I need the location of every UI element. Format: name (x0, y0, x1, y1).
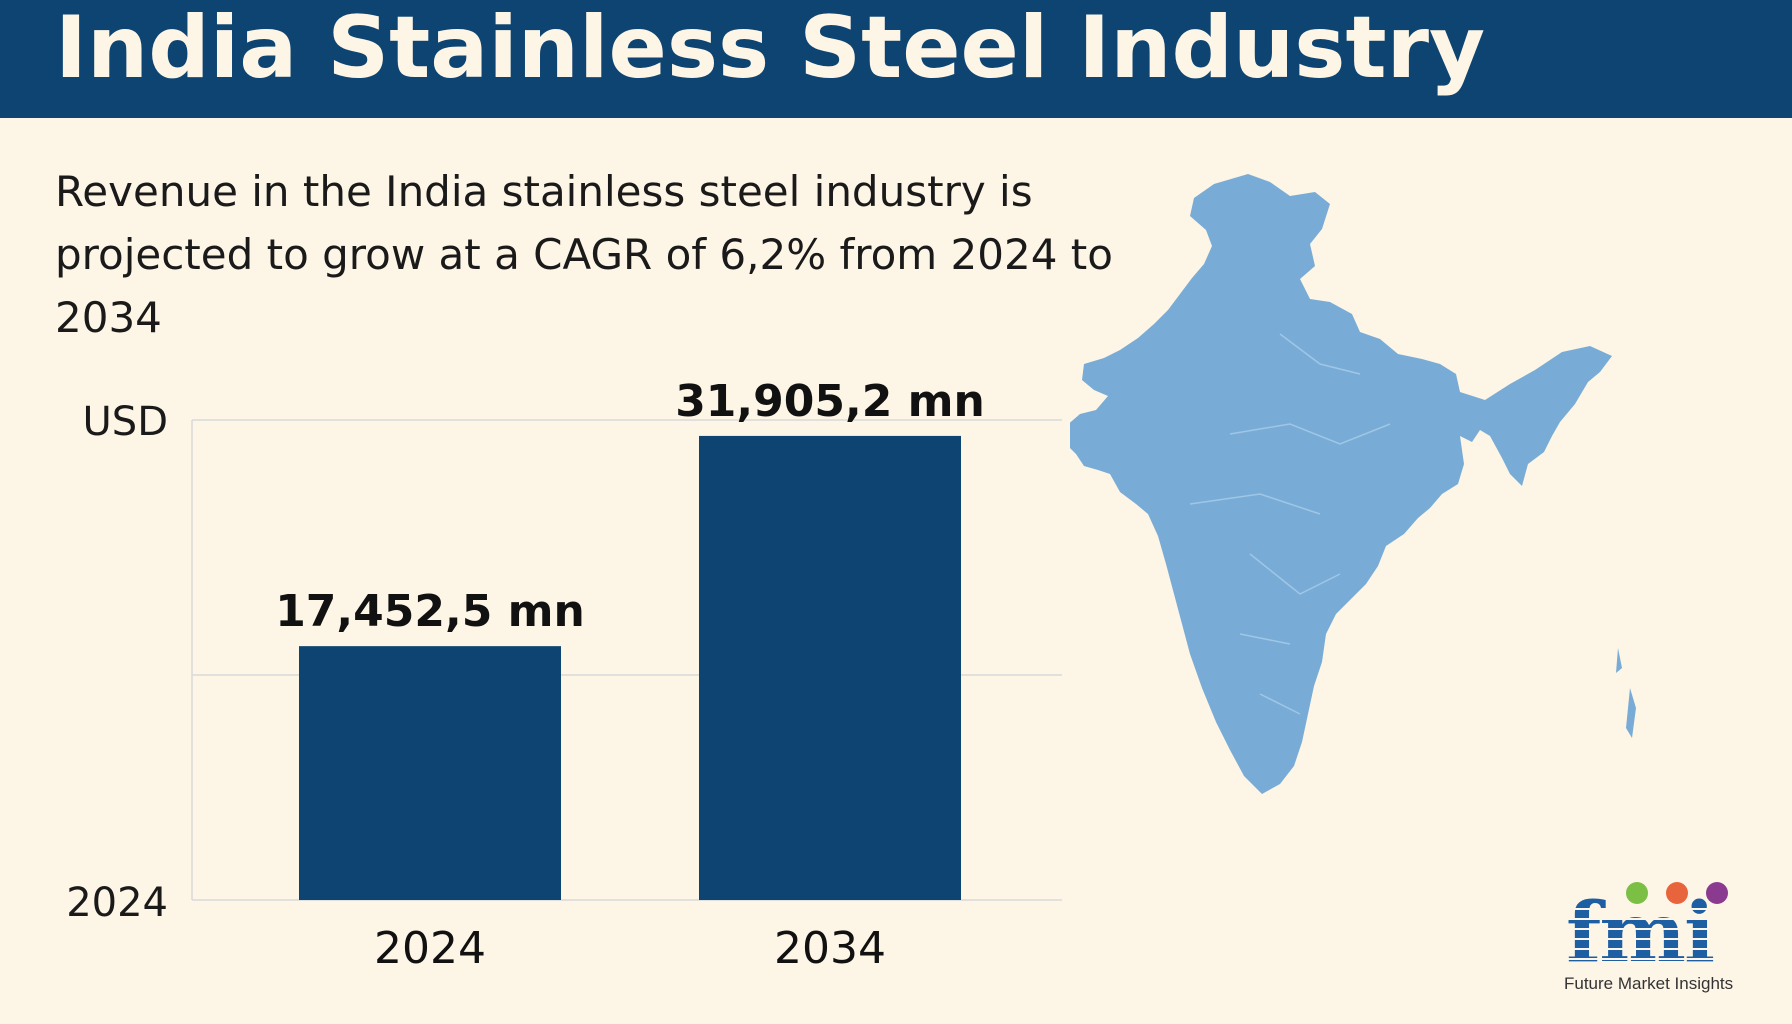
header-bar: India Stainless Steel Industry (0, 0, 1792, 118)
bar-2024 (299, 646, 561, 900)
x-tick-label-2034: 2034 (774, 923, 886, 974)
logo-dot-purple (1706, 882, 1728, 904)
data-label-2024: 17,452,5 mn (275, 586, 585, 637)
india-map-icon (1070, 174, 1636, 794)
x-tick-label-2024: 2024 (374, 923, 486, 974)
logo-dot-orange (1666, 882, 1688, 904)
y-axis-bottom-label: 2024 (66, 880, 168, 926)
page-title: India Stainless Steel Industry (55, 0, 1486, 98)
data-label-2034: 31,905,2 mn (675, 376, 985, 427)
fmi-logo: fmi Future Market Insights (1556, 882, 1756, 1002)
description-text: Revenue in the India stainless steel ind… (55, 167, 1113, 342)
logo-stripes (1566, 900, 1736, 974)
logo-caption: Future Market Insights (1564, 974, 1734, 993)
bar-2034 (699, 435, 961, 900)
logo-dot-green (1626, 882, 1648, 904)
y-axis-label: USD (83, 399, 168, 445)
bar-chart: USD 2024 17,452,5 mn 2024 31,905,2 mn 2034 (66, 376, 1062, 974)
